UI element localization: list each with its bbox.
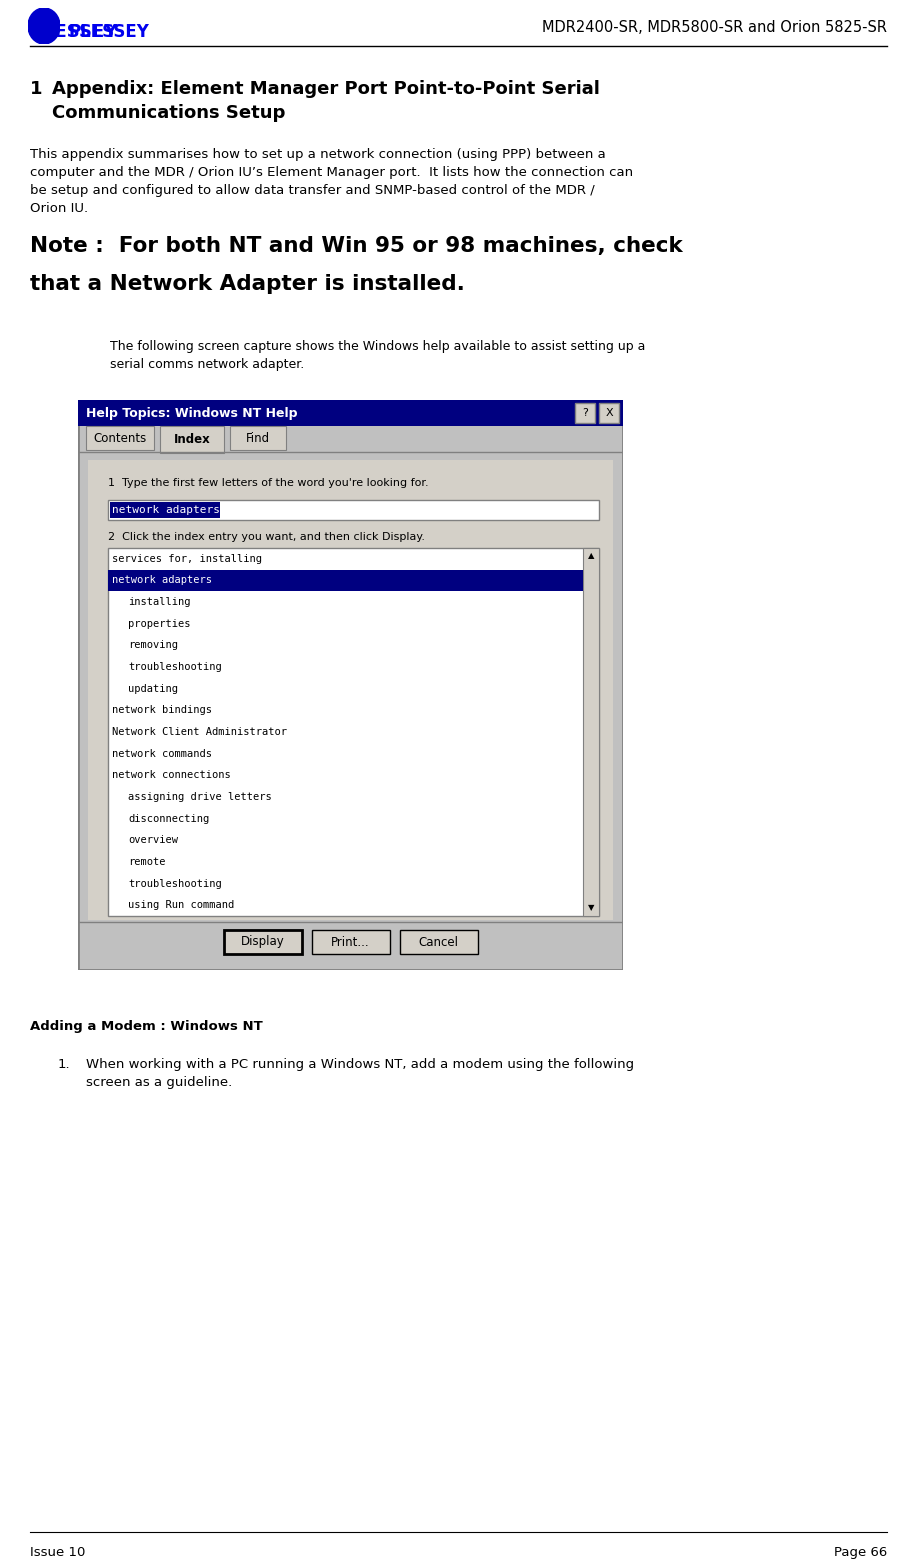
Text: ▲: ▲ [588, 551, 594, 561]
Text: 2  Click the index entry you want, and then click Display.: 2 Click the index entry you want, and th… [108, 532, 425, 542]
Bar [230, 426, 286, 449]
Text: network adapters: network adapters [112, 504, 220, 515]
Bar [224, 930, 302, 954]
Text: This appendix summarises how to set up a network connection (using PPP) between : This appendix summarises how to set up a… [30, 149, 606, 161]
Text: network adapters: network adapters [112, 575, 212, 586]
Bar [108, 570, 583, 592]
Text: network commands: network commands [112, 749, 212, 758]
Text: PLESSEY: PLESSEY [68, 23, 149, 41]
Text: 1: 1 [30, 80, 42, 99]
Text: screen as a guideline.: screen as a guideline. [86, 1076, 232, 1088]
Bar [108, 548, 599, 916]
Text: assigning drive letters: assigning drive letters [128, 792, 271, 802]
Bar [312, 930, 390, 954]
Text: properties: properties [128, 619, 191, 630]
Text: computer and the MDR / Orion IU’s Element Manager port.  It lists how the connec: computer and the MDR / Orion IU’s Elemen… [30, 166, 633, 179]
Text: Communications Setup: Communications Setup [52, 103, 285, 122]
Text: disconnecting: disconnecting [128, 814, 209, 824]
Text: using Run command: using Run command [128, 900, 234, 910]
Text: Find: Find [246, 432, 271, 445]
Text: Contents: Contents [94, 432, 147, 445]
Text: 1.: 1. [58, 1059, 71, 1071]
Text: network bindings: network bindings [112, 705, 212, 716]
Text: removing: removing [128, 640, 178, 650]
Text: Print...: Print... [331, 935, 370, 949]
Text: serial comms network adapter.: serial comms network adapter. [110, 359, 304, 371]
Text: ?: ? [582, 409, 588, 418]
Bar [78, 399, 623, 426]
Text: 1  Type the first few letters of the word you're looking for.: 1 Type the first few letters of the word… [108, 478, 428, 489]
Text: PLESSEY: PLESSEY [30, 23, 117, 41]
Text: The following screen capture shows the Windows help available to assist setting : The following screen capture shows the W… [110, 340, 646, 352]
Text: Issue 10: Issue 10 [30, 1546, 85, 1560]
Text: Note :  For both NT and Win 95 or 98 machines, check: Note : For both NT and Win 95 or 98 mach… [30, 236, 683, 255]
Text: installing: installing [128, 597, 191, 608]
Text: ▼: ▼ [588, 904, 594, 913]
Bar [108, 500, 599, 520]
Bar [583, 548, 599, 916]
Text: MDR2400-SR, MDR5800-SR and Orion 5825-SR: MDR2400-SR, MDR5800-SR and Orion 5825-SR [542, 20, 887, 36]
Text: Network Client Administrator: Network Client Administrator [112, 727, 287, 738]
Bar [400, 930, 478, 954]
Text: Display: Display [240, 935, 284, 949]
Text: Cancel: Cancel [418, 935, 458, 949]
Bar [88, 460, 613, 919]
Text: When working with a PC running a Windows NT, add a modem using the following: When working with a PC running a Windows… [86, 1059, 635, 1071]
Bar [599, 402, 619, 423]
Text: network connections: network connections [112, 770, 231, 780]
Text: troubleshooting: troubleshooting [128, 662, 222, 672]
Ellipse shape [28, 8, 60, 44]
Text: X: X [605, 409, 613, 418]
Bar [110, 503, 220, 518]
Text: Adding a Modem : Windows NT: Adding a Modem : Windows NT [30, 1019, 263, 1034]
Text: services for, installing: services for, installing [112, 554, 262, 564]
Text: Orion IU.: Orion IU. [30, 202, 88, 215]
Bar [160, 426, 224, 453]
Text: be setup and configured to allow data transfer and SNMP-based control of the MDR: be setup and configured to allow data tr… [30, 183, 595, 197]
Text: troubleshooting: troubleshooting [128, 879, 222, 888]
Text: updating: updating [128, 684, 178, 694]
Text: overview: overview [128, 835, 178, 846]
Text: Index: Index [173, 434, 210, 446]
Text: Page 66: Page 66 [834, 1546, 887, 1560]
Text: Appendix: Element Manager Port Point-to-Point Serial: Appendix: Element Manager Port Point-to-… [52, 80, 600, 99]
Text: that a Network Adapter is installed.: that a Network Adapter is installed. [30, 274, 465, 294]
Text: Help Topics: Windows NT Help: Help Topics: Windows NT Help [86, 407, 297, 420]
Text: remote: remote [128, 857, 165, 868]
Bar [86, 426, 154, 449]
Bar [575, 402, 595, 423]
